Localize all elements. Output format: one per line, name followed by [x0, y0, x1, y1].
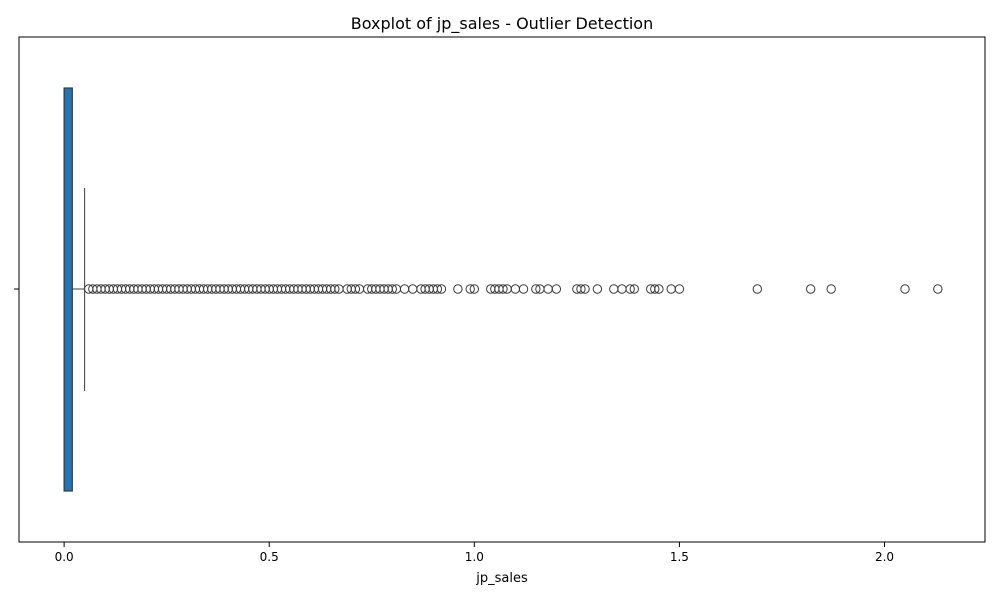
outlier-point — [617, 284, 627, 294]
outlier-point — [592, 284, 603, 294]
box-iqr — [63, 87, 73, 492]
outlier-point — [576, 284, 586, 294]
outlier-point — [432, 284, 443, 294]
outlier-point — [933, 284, 943, 294]
outlier-point — [551, 284, 562, 294]
outlier-point — [625, 284, 635, 294]
x-tick-label: 0.5 — [260, 550, 279, 564]
outlier-point — [330, 284, 340, 294]
outlier-point — [609, 284, 619, 294]
outlier-point — [465, 284, 475, 294]
outlier-point — [666, 284, 676, 294]
outlier-point — [900, 284, 910, 294]
chart-title: Boxplot of jp_sales - Outlier Detection — [351, 14, 653, 34]
plot-area — [63, 87, 943, 492]
x-tick-label: 0.0 — [55, 550, 74, 564]
x-tick-label: 1.5 — [670, 550, 689, 564]
outlier-point — [436, 284, 447, 294]
outlier-point — [629, 284, 639, 294]
outlier-point — [498, 284, 508, 294]
outlier-point — [510, 284, 521, 294]
outlier-point — [826, 284, 836, 294]
outlier-point — [580, 284, 590, 294]
outlier-point — [518, 284, 529, 294]
outlier-point — [408, 284, 418, 294]
axes-frame — [18, 36, 986, 543]
outlier-point — [654, 284, 664, 294]
x-tick-label: 2.0 — [875, 550, 894, 564]
x-tick-label: 1.0 — [465, 550, 484, 564]
outlier-point — [453, 284, 463, 294]
x-axis: 0.0 0.5 1.0 1.5 2.0 — [55, 542, 894, 564]
outlier-point — [674, 284, 685, 294]
outlier-point — [387, 284, 397, 294]
outlier-point — [650, 284, 660, 294]
outlier-point — [531, 284, 541, 294]
outlier-point — [350, 284, 361, 294]
outlier-point — [805, 284, 816, 294]
outlier-point — [543, 284, 553, 294]
outlier-point — [469, 284, 480, 294]
outlier-point — [399, 284, 410, 294]
x-axis-label: jp_sales — [475, 571, 528, 586]
outlier-point — [752, 284, 763, 294]
